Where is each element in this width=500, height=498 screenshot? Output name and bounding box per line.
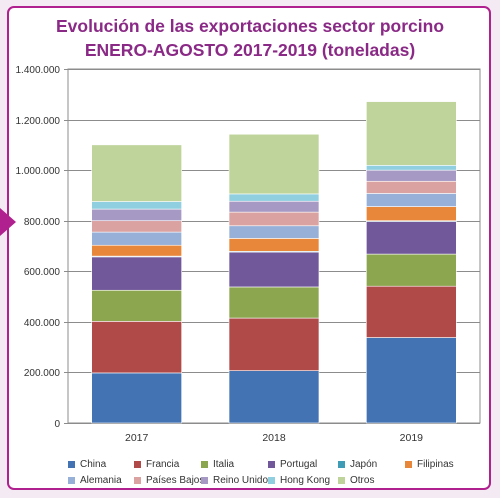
bar-segment-china-2019 (366, 337, 457, 424)
bar-segment-pa-ses-bajos-2018 (228, 211, 320, 227)
x-tick-label: 2018 (262, 432, 286, 444)
bar-segment-otros-2017 (91, 144, 182, 202)
legend-item: Filipinas (405, 459, 475, 470)
bar-segment-pa-ses-bajos-2017 (91, 220, 182, 233)
legend-swatch (405, 460, 412, 468)
bar-segment-china-2017 (91, 372, 182, 424)
bar-segment-pa-ses-bajos-2019 (366, 180, 457, 194)
legend-swatch (134, 476, 141, 484)
legend-swatch (134, 460, 141, 468)
legend-label: Portugal (280, 458, 318, 470)
legend-item: Japón (338, 459, 405, 470)
frame-pointer-arrow (0, 208, 16, 236)
y-tick-label: 800.000 (24, 217, 61, 228)
chart-legend: China Francia Italia Portugal Japón Filipinas… (68, 456, 478, 488)
chart-title: Evolución de las exportaciones sector po… (0, 14, 500, 62)
legend-label: Otros (350, 474, 375, 486)
bar-segment-francia-2017 (91, 321, 182, 374)
bar-segment-francia-2018 (228, 317, 320, 371)
bar-segment-alemania-2018 (228, 225, 320, 239)
bar-segment-china-2018 (228, 370, 320, 424)
legend-item: Francia (134, 459, 201, 470)
bar-segment-portugal-2019 (366, 221, 457, 255)
bar-segment-reino-unido-2018 (228, 200, 320, 213)
bar-segment-reino-unido-2017 (91, 208, 182, 222)
x-tick-label: 2019 (400, 432, 424, 444)
bar-segment-francia-2019 (366, 285, 457, 338)
legend-label: Países Bajos (146, 474, 205, 486)
bar-segment-otros-2018 (228, 133, 320, 195)
y-tick-label: 0 (54, 419, 60, 430)
bar-segment-italia-2017 (91, 289, 182, 322)
x-tick-label: 2017 (125, 432, 149, 444)
bar-segment-portugal-2017 (91, 256, 182, 291)
legend-swatch (201, 460, 208, 468)
legend-item: Portugal (268, 459, 338, 470)
bar-segment-italia-2019 (366, 253, 457, 287)
axis-layer: 0 200.000 400.000 600.000 800.000 1.000.000 1.… (16, 65, 424, 444)
legend-item: Alemania (68, 475, 134, 486)
legend-label: Italia (213, 458, 235, 470)
bar-segment-otros-2019 (366, 101, 457, 166)
legend-item: Otros (338, 475, 405, 486)
bar-segment-hong-kong-2017 (91, 201, 182, 210)
legend-swatch (338, 460, 345, 468)
bar-layer (91, 101, 457, 424)
legend-item: Países Bajos (134, 474, 205, 486)
legend-swatch (201, 476, 208, 484)
legend-row: Alemania Países Bajos Reino Unido Hong Kong… (68, 472, 478, 488)
bar-segment-filipinas-2019 (366, 206, 457, 222)
legend-swatch (268, 476, 275, 484)
legend-swatch (68, 460, 75, 468)
chart-title-line-2: ENERO-AGOSTO 2017-2019 (toneladas) (84, 40, 416, 60)
legend-item: China (68, 459, 134, 470)
legend-label: China (80, 458, 107, 470)
chart-title-line-1: Evolución de las exportaciones sector po… (55, 16, 445, 36)
legend-label: Reino Unido (213, 474, 269, 486)
bar-segment-filipinas-2018 (228, 238, 320, 252)
legend-swatch (338, 476, 345, 484)
bar-segment-alemania-2019 (366, 193, 457, 207)
y-tick-label: 1.000.000 (16, 166, 61, 177)
y-tick-label: 1.400.000 (16, 65, 61, 76)
legend-swatch (268, 460, 275, 468)
legend-item: Italia (201, 459, 268, 470)
legend-label: Alemania (80, 474, 122, 486)
legend-label: Hong Kong (280, 474, 331, 486)
bar-segment-italia-2018 (228, 286, 320, 319)
legend-label: Filipinas (417, 458, 454, 470)
legend-row: China Francia Italia Portugal Japón Filipinas (68, 456, 478, 472)
bar-segment-reino-unido-2019 (366, 169, 457, 182)
legend-label: Japón (350, 458, 378, 470)
bar-segment-alemania-2017 (91, 231, 182, 246)
bar-segment-hong-kong-2019 (366, 165, 457, 171)
legend-item: Hong Kong (268, 475, 338, 486)
y-tick-label: 1.200.000 (16, 116, 61, 127)
legend-label: Francia (146, 458, 180, 470)
y-tick-label: 600.000 (24, 267, 61, 278)
bar-segment-hong-kong-2018 (228, 193, 320, 202)
legend-swatch (68, 476, 75, 484)
y-tick-label: 200.000 (24, 368, 61, 379)
bar-segment-portugal-2018 (228, 251, 320, 288)
y-tick-label: 400.000 (24, 318, 61, 329)
bar-segment-filipinas-2017 (91, 244, 182, 257)
legend-item: Reino Unido (201, 475, 268, 486)
